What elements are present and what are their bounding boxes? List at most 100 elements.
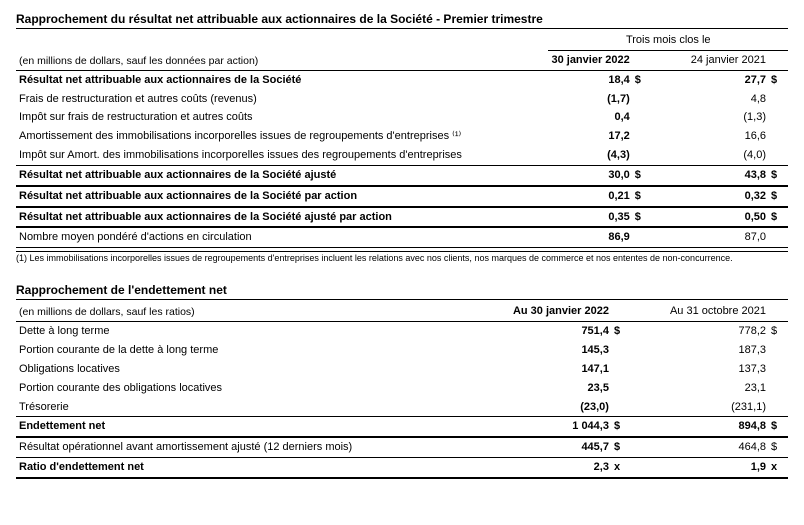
value-current: 2,3 <box>510 458 612 478</box>
col2-date: 24 janvier 2021 <box>688 50 769 70</box>
unit-prior <box>769 227 788 247</box>
unit-prior: $ <box>769 437 788 457</box>
unit-current: $ <box>633 207 652 228</box>
table-row: Impôt sur frais de restructuration et au… <box>16 108 788 127</box>
value-current: 86,9 <box>548 227 632 247</box>
value-current: (4,3) <box>548 146 632 165</box>
table2-title: Rapprochement de l'endettement net <box>16 283 788 300</box>
unit-current: $ <box>612 417 631 437</box>
unit-prior: $ <box>769 186 788 207</box>
table-row: Obligations locatives147,1137,3 <box>16 360 788 379</box>
unit-prior <box>769 379 788 398</box>
unit-current <box>633 90 652 109</box>
value-current: 751,4 <box>510 322 612 341</box>
value-current: 445,7 <box>510 437 612 457</box>
value-prior: (1,3) <box>688 108 769 127</box>
row-label: Résultat net attribuable aux actionnaire… <box>16 207 548 228</box>
unit-current <box>612 379 631 398</box>
table-row: Portion courante de la dette à long term… <box>16 341 788 360</box>
value-prior: 187,3 <box>667 341 769 360</box>
unit-prior: $ <box>769 207 788 228</box>
unit-current <box>612 360 631 379</box>
row-label: Ratio d'endettement net <box>16 458 510 478</box>
row-label: Résultat opérationnel avant amortissemen… <box>16 437 510 457</box>
unit-current: $ <box>612 437 631 457</box>
unit-current: $ <box>633 70 652 89</box>
row-label: Impôt sur frais de restructuration et au… <box>16 108 548 127</box>
unit-current <box>633 108 652 127</box>
value-current: 147,1 <box>510 360 612 379</box>
table-row: Résultat net attribuable aux actionnaire… <box>16 207 788 228</box>
table-row: Impôt sur Amort. des immobilisations inc… <box>16 146 788 165</box>
unit-current <box>633 227 652 247</box>
table-row: Trésorerie(23,0) (231,1) <box>16 398 788 417</box>
value-prior: 16,6 <box>688 127 769 146</box>
value-prior: 464,8 <box>667 437 769 457</box>
value-prior: 87,0 <box>688 227 769 247</box>
row-label: Amortissement des immobilisations incorp… <box>16 127 548 146</box>
unit-prior: $ <box>769 322 788 341</box>
unit-prior <box>769 341 788 360</box>
value-prior: 27,7 <box>688 70 769 89</box>
table-row: Dette à long terme751,4$778,2$ <box>16 322 788 341</box>
unit-current: $ <box>633 186 652 207</box>
value-current: (23,0) <box>510 398 612 417</box>
unit-current <box>633 127 652 146</box>
table-row: Frais de restructuration et autres coûts… <box>16 90 788 109</box>
value-current: 23,5 <box>510 379 612 398</box>
value-prior: 137,3 <box>667 360 769 379</box>
table-row: Endettement net1 044,3$894,8$ <box>16 417 788 437</box>
row-label: Endettement net <box>16 417 510 437</box>
row-label: Portion courante de la dette à long term… <box>16 341 510 360</box>
row-label: Résultat net attribuable aux actionnaire… <box>16 165 548 185</box>
value-current: 18,4 <box>548 70 632 89</box>
value-prior: 0,32 <box>688 186 769 207</box>
table-row: Résultat net attribuable aux actionnaire… <box>16 186 788 207</box>
table2-subheader: (en millions de dollars, sauf les ratios… <box>16 302 510 321</box>
unit-current <box>633 146 652 165</box>
unit-prior: $ <box>769 165 788 185</box>
unit-current: $ <box>633 165 652 185</box>
value-current: 30,0 <box>548 165 632 185</box>
table-row: Amortissement des immobilisations incorp… <box>16 127 788 146</box>
unit-prior <box>769 360 788 379</box>
unit-prior <box>769 90 788 109</box>
value-prior: 894,8 <box>667 417 769 437</box>
value-prior: 778,2 <box>667 322 769 341</box>
value-prior: (231,1) <box>667 398 769 417</box>
row-label: Dette à long terme <box>16 322 510 341</box>
value-current: 0,21 <box>548 186 632 207</box>
table-row: Nombre moyen pondéré d'actions en circul… <box>16 227 788 247</box>
unit-prior <box>769 146 788 165</box>
value-prior: 0,50 <box>688 207 769 228</box>
table-row: Résultat net attribuable aux actionnaire… <box>16 165 788 185</box>
t2-col2-date: Au 31 octobre 2021 <box>667 302 769 321</box>
unit-current <box>612 398 631 417</box>
value-current: 0,35 <box>548 207 632 228</box>
value-current: 1 044,3 <box>510 417 612 437</box>
value-prior: 43,8 <box>688 165 769 185</box>
table-row: Résultat net attribuable aux actionnaire… <box>16 70 788 89</box>
unit-prior <box>769 127 788 146</box>
row-label: Résultat net attribuable aux actionnaire… <box>16 70 548 89</box>
unit-prior: x <box>769 458 788 478</box>
row-label: Frais de restructuration et autres coûts… <box>16 90 548 109</box>
period-label: Trois mois clos le <box>548 31 788 50</box>
value-prior: 1,9 <box>667 458 769 478</box>
row-label: Portion courante des obligations locativ… <box>16 379 510 398</box>
unit-prior <box>769 398 788 417</box>
table1-title: Rapprochement du résultat net attribuabl… <box>16 12 788 29</box>
value-current: 0,4 <box>548 108 632 127</box>
unit-prior <box>769 108 788 127</box>
table-row: Portion courante des obligations locativ… <box>16 379 788 398</box>
value-prior: (4,0) <box>688 146 769 165</box>
unit-current <box>612 341 631 360</box>
unit-current: $ <box>612 322 631 341</box>
row-label: Nombre moyen pondéré d'actions en circul… <box>16 227 548 247</box>
col1-date: 30 janvier 2022 <box>548 50 632 70</box>
table-row: Ratio d'endettement net2,3x1,9x <box>16 458 788 478</box>
unit-prior: $ <box>769 417 788 437</box>
row-label: Trésorerie <box>16 398 510 417</box>
unit-prior: $ <box>769 70 788 89</box>
t2-col1-date: Au 30 janvier 2022 <box>510 302 612 321</box>
